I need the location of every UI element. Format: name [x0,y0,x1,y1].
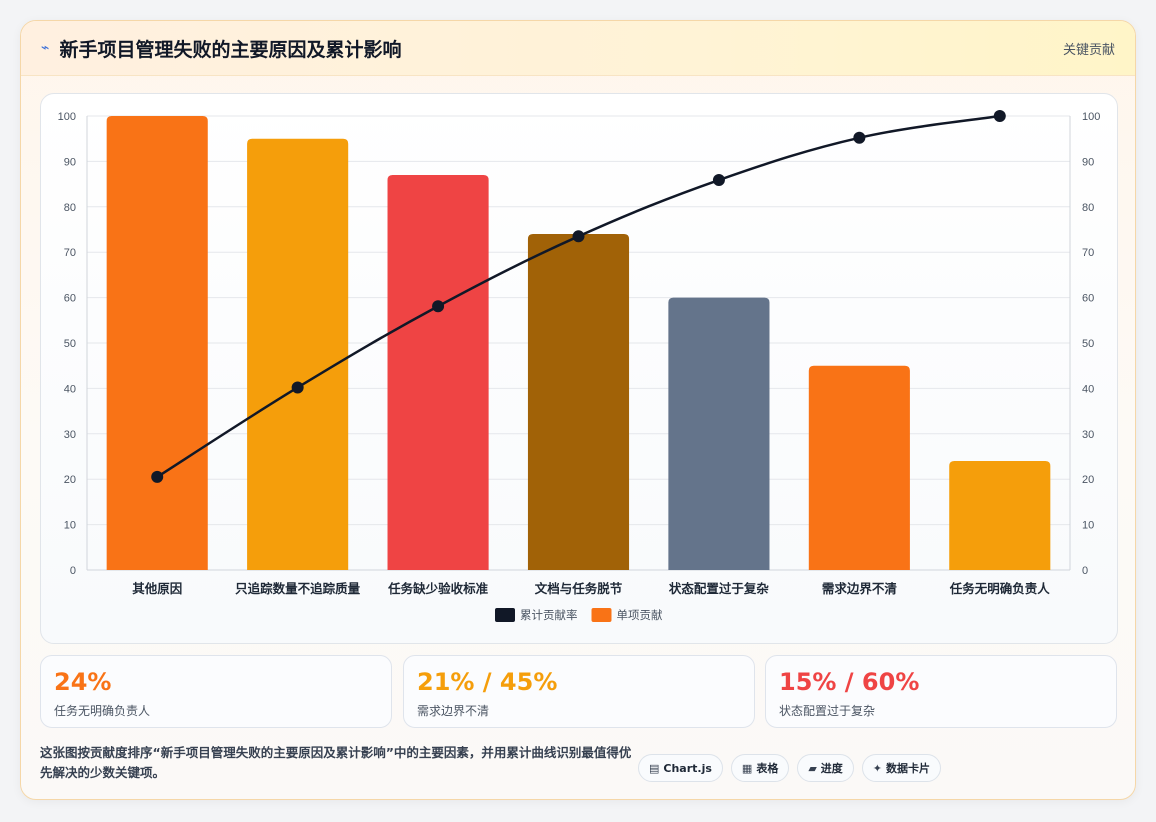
y-tick-label: 40 [64,383,76,395]
bar [387,175,489,570]
line-point [993,110,1006,122]
stat-value: 21% / 45% [417,668,558,696]
y2-tick-label: 80 [1082,202,1094,214]
stat-label: 需求边界不清 [417,704,490,718]
legend-swatch [591,608,612,622]
line-point [432,300,445,313]
y-tick-label: 30 [64,429,76,441]
y2-tick-label: 50 [1082,338,1094,350]
lightning-icon: ⌁ [41,40,50,56]
stat-card-2: 21% / 45% 需求边界不清 [403,655,755,728]
y-tick-label: 0 [70,565,76,577]
y-tick-label: 10 [64,520,76,532]
tech-badges: ▤ Chart.js ▦ 表格 ▰ 进度 ✦ 数据卡片 [638,754,942,782]
bar [247,138,349,570]
y2-tick-label: 70 [1082,247,1094,259]
line-point [853,131,866,144]
line-point [291,381,304,394]
y2-tick-label: 30 [1082,429,1094,441]
stat-card-3: 15% / 60% 状态配置过于复杂 [765,655,1117,728]
legend-label: 累计贡献率 [520,608,578,622]
y2-tick-label: 0 [1082,565,1088,577]
stat-value: 15% / 60% [779,668,920,696]
chart-icon: ▤ [649,761,660,775]
bar [949,461,1051,570]
y-tick-label: 20 [64,474,76,486]
card-header: ⌁ 新手项目管理失败的主要原因及累计影响 关键贡献 [21,21,1135,76]
line-point [712,174,725,187]
y2-tick-label: 100 [1082,111,1100,123]
bar [808,365,910,570]
table-icon: ▦ [741,761,753,775]
y-tick-label: 100 [58,111,76,123]
x-tick-label: 需求边界不清 [822,581,898,596]
header-tag: 关键贡献 [1062,42,1115,58]
y-tick-label: 60 [64,293,76,305]
stat-value: 24% [54,668,112,696]
y2-tick-label: 60 [1082,293,1094,305]
y2-tick-label: 90 [1082,156,1094,168]
badge-progress[interactable]: ▰ 进度 [797,754,854,782]
y2-tick-label: 40 [1082,383,1094,395]
y-tick-label: 70 [64,247,76,259]
y-tick-label: 50 [64,338,76,350]
x-tick-label: 任务无明确负责人 [949,581,1051,596]
badge-label: Chart.js [663,761,712,775]
bar [527,234,630,571]
bar [668,297,770,570]
badge-label: 进度 [820,762,843,775]
x-tick-label: 文档与任务脱节 [535,581,623,596]
x-tick-label: 状态配置过于复杂 [669,581,770,596]
badge-label: 表格 [756,762,779,775]
chart-description: 这张图按贡献度排序“新手项目管理失败的主要原因及累计影响”中的主要因素，并用累计… [40,745,632,780]
x-tick-label: 任务缺少验收标准 [387,581,489,596]
chart-card: ⌁ 新手项目管理失败的主要原因及累计影响 关键贡献 0 0 10 10 20 20 30 30… [20,20,1136,800]
y-tick-label: 80 [64,202,76,214]
badge-chartjs[interactable]: ▤ Chart.js [638,754,723,782]
pareto-chart: 0 0 10 10 20 20 30 30 40 40 50 50 60 60 70 70 80 80 90 90 10… [58,110,1100,622]
badge-table[interactable]: ▦ 表格 [730,754,790,782]
y2-tick-label: 10 [1082,520,1094,532]
stat-label: 状态配置过于复杂 [779,704,876,718]
page-title: 新手项目管理失败的主要原因及累计影响 [59,38,402,61]
line-point [572,230,585,243]
stat-label: 任务无明确负责人 [54,704,151,718]
y2-tick-label: 20 [1082,474,1094,486]
chart-panel: 0 0 10 10 20 20 30 30 40 40 50 50 60 60 70 70 80 80 90 90 10… [40,93,1118,644]
x-tick-label: 其他原因 [132,581,182,596]
legend-swatch [495,608,515,622]
x-tick-label: 只追踪数量不追踪质量 [235,581,361,596]
badge-data-card[interactable]: ✦ 数据卡片 [861,754,942,782]
line-point [151,470,164,483]
legend-label: 单项贡献 [617,608,663,622]
progress-icon: ▰ [808,761,817,775]
bar [106,116,208,570]
sparkle-icon: ✦ [872,761,883,775]
badge-label: 数据卡片 [886,762,931,775]
y-tick-label: 90 [64,156,76,168]
stat-card-1: 24% 任务无明确负责人 [40,655,392,728]
